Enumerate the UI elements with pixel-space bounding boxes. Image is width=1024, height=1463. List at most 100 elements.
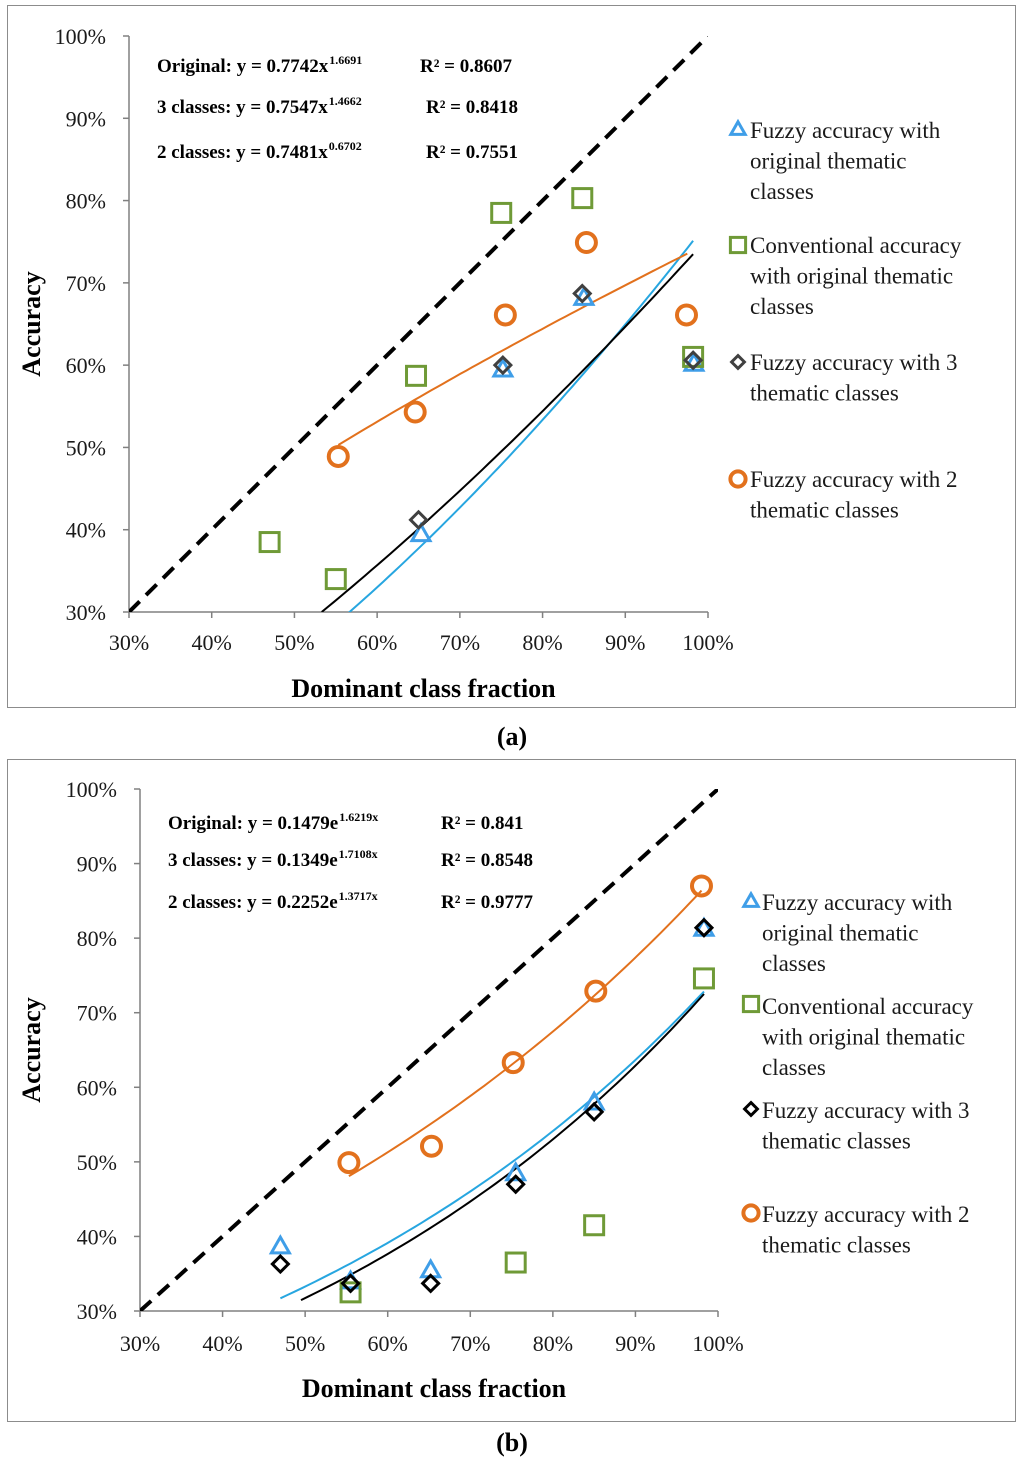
y-tick-label: 40% [66, 518, 106, 543]
legend-label: Fuzzy accuracy with 3 [762, 1098, 970, 1123]
legend-label: Fuzzy accuracy with 2 [750, 467, 958, 492]
trend-r-squared: R² = 0.8607 [420, 56, 512, 77]
trend-equation-exponent: 1.6219x [339, 810, 378, 824]
x-tick-label: 50% [274, 630, 314, 655]
x-tick-label: 90% [615, 1331, 655, 1356]
data-point-diamond [505, 1174, 526, 1195]
legend-marker-diamond [742, 1100, 760, 1118]
x-tick-label: 100% [692, 1331, 743, 1356]
data-point-triangle [582, 1090, 606, 1111]
trend-r-squared: R² = 0.8418 [426, 97, 518, 118]
panel-b-caption: (b) [496, 1428, 528, 1457]
trend-equation-exponent: 1.4662 [329, 94, 362, 108]
x-tick-label: 70% [440, 630, 480, 655]
trendline-original [348, 240, 694, 612]
legend-label: with original thematic [762, 1025, 965, 1050]
x-axis-title: Dominant class fraction [302, 1374, 567, 1403]
data-point-square [583, 1214, 606, 1237]
trend-r-squared: R² = 0.7551 [426, 142, 518, 163]
legend-marker-square [728, 235, 748, 255]
one-to-one-reference-line [129, 36, 708, 612]
chart-a: 30% 40% 50% 60% 70% 80% 90% 100% 30% 40% 50% 60% 70%… [17, 24, 962, 703]
y-tick-label: 70% [77, 1001, 117, 1026]
y-axis-title: Accuracy [17, 997, 46, 1102]
trend-equation: Original: y = 0.7742x [157, 56, 329, 77]
data-point-triangle [268, 1234, 292, 1255]
data-point-circle [689, 874, 713, 898]
trendline-3-classes [321, 253, 694, 612]
trend-equation: 2 classes: y = 0.2252e [168, 892, 338, 913]
data-point-diamond [572, 283, 593, 304]
data-point-square [405, 364, 428, 387]
legend-label: Fuzzy accuracy with [762, 890, 953, 915]
legend-label: with original thematic [750, 264, 953, 289]
legend-marker-triangle [741, 890, 761, 908]
y-tick-label: 100% [55, 24, 106, 49]
trend-r-squared: R² = 0.8548 [441, 850, 533, 871]
data-point-square [258, 531, 281, 554]
panel-a-caption: (a) [496, 722, 528, 751]
y-tick-label: 70% [66, 271, 106, 296]
y-tick-label: 90% [66, 106, 106, 131]
x-axis-title: Dominant class fraction [291, 674, 556, 703]
x-tick-label: 30% [120, 1331, 160, 1356]
legend-label: Conventional accuracy [750, 233, 962, 258]
legend-label: thematic classes [750, 381, 899, 406]
x-tick-label: 90% [605, 630, 645, 655]
y-tick-label: 60% [66, 353, 106, 378]
trend-equation: 3 classes: y = 0.1349e [168, 850, 338, 871]
legend-label: Fuzzy accuracy with 3 [750, 350, 958, 375]
one-to-one-reference-line [140, 789, 718, 1311]
legend-marker-diamond [729, 353, 747, 371]
y-tick-label: 90% [77, 852, 117, 877]
x-tick-label: 40% [202, 1331, 242, 1356]
x-tick-label: 40% [192, 630, 232, 655]
data-point-square [692, 967, 715, 990]
trend-equation: 3 classes: y = 0.7547x [157, 97, 328, 118]
data-point-diamond [340, 1273, 361, 1294]
data-point-diamond [408, 509, 429, 530]
legend-label: Fuzzy accuracy with 2 [762, 1202, 970, 1227]
data-point-square [504, 1251, 527, 1274]
x-tick-label: 50% [285, 1331, 325, 1356]
legend-label: Fuzzy accuracy with [750, 118, 941, 143]
x-tick-label: 100% [682, 630, 733, 655]
legend-marker-square [741, 994, 761, 1014]
data-point-circle [674, 303, 698, 327]
x-tick-label: 30% [109, 630, 149, 655]
x-tick-label: 80% [533, 1331, 573, 1356]
data-point-diamond [492, 355, 513, 376]
legend-label: thematic classes [762, 1129, 911, 1154]
data-point-square [490, 201, 513, 224]
trendline-original [279, 990, 705, 1300]
legend-label: classes [762, 951, 826, 976]
legend-label: thematic classes [750, 498, 899, 523]
trendline-3-classes [300, 993, 705, 1301]
data-point-diamond [420, 1273, 441, 1294]
y-tick-label: 60% [77, 1075, 117, 1100]
y-tick-label: 30% [66, 600, 106, 625]
data-point-diamond [584, 1101, 605, 1123]
legend-marker-circle [728, 469, 748, 489]
y-tick-label: 50% [77, 1150, 117, 1175]
legend-label: classes [762, 1055, 826, 1080]
data-point-circle [574, 231, 598, 255]
data-point-circle [326, 444, 350, 468]
legend-marker-triangle [728, 118, 748, 136]
trend-equation: 2 classes: y = 0.7481x [157, 142, 328, 163]
y-tick-label: 100% [66, 777, 117, 802]
legend-label: classes [750, 179, 814, 204]
legend-label: Conventional accuracy [762, 994, 974, 1019]
data-point-circle [419, 1134, 443, 1158]
data-point-diamond [270, 1253, 291, 1275]
legend-label: thematic classes [762, 1233, 911, 1258]
trend-equation-exponent: 1.7108x [339, 847, 378, 861]
trendline-2-classes [337, 252, 688, 446]
data-point-diamond [682, 350, 704, 371]
data-point-triangle [409, 521, 433, 543]
x-tick-label: 80% [522, 630, 562, 655]
y-tick-label: 80% [77, 926, 117, 951]
x-tick-label: 60% [368, 1331, 408, 1356]
panel-b-frame [7, 759, 1016, 1422]
